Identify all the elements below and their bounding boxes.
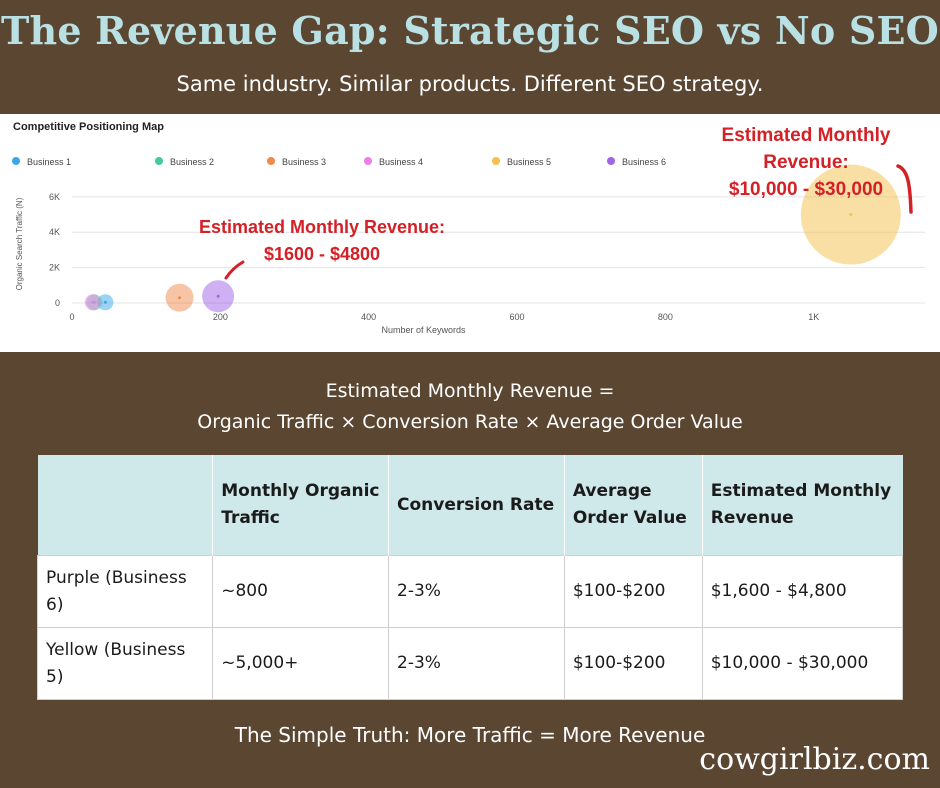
- legend-marker: [267, 157, 275, 165]
- annotation-business5-line1: Estimated Monthly: [722, 125, 891, 146]
- annotation-arrow-business5: [896, 164, 913, 214]
- formula-line-1: Estimated Monthly Revenue =: [325, 380, 615, 402]
- cell-conversion: 2-3%: [388, 627, 565, 700]
- header-cell-blank: [37, 455, 214, 556]
- table-row: Yellow (Business 5) ~5,000+ 2-3% $100-$2…: [36, 627, 904, 700]
- annotation-business5-line2: Revenue:: [763, 152, 849, 173]
- y-tick-label: 6K: [49, 192, 60, 202]
- page-subtitle: Same industry. Similar products. Differe…: [176, 72, 764, 96]
- revenue-table: Monthly Organic Traffic Conversion Rate …: [36, 455, 904, 700]
- legend-label: Business 4: [379, 157, 423, 167]
- x-tick-label: 400: [361, 312, 376, 322]
- data-point-center: [849, 213, 853, 217]
- x-axis-label: Number of Keywords: [381, 325, 466, 335]
- legend-marker: [12, 157, 20, 165]
- x-tick-label: 600: [510, 312, 525, 322]
- header-cell-conversion: Conversion Rate: [388, 455, 565, 556]
- cell-traffic: ~800: [212, 555, 389, 628]
- cell-conversion: 2-3%: [388, 555, 565, 628]
- legend-label: Business 3: [282, 157, 326, 167]
- data-point-center: [178, 296, 182, 300]
- y-tick-label: 2K: [49, 263, 60, 273]
- cell-revenue: $1,600 - $4,800: [701, 555, 904, 628]
- header-cell-order-value: Average Order Value: [564, 455, 703, 556]
- table-header-row: Monthly Organic Traffic Conversion Rate …: [37, 455, 903, 556]
- formula-line-2: Organic Traffic × Conversion Rate × Aver…: [197, 411, 743, 433]
- data-point-center: [103, 300, 107, 304]
- data-point-center: [91, 300, 95, 304]
- cell-revenue: $10,000 - $30,000: [701, 627, 904, 700]
- legend-marker: [492, 157, 500, 165]
- revenue-formula: Estimated Monthly Revenue = Organic Traf…: [0, 376, 940, 438]
- x-tick-label: 800: [658, 312, 673, 322]
- y-tick-label: 4K: [49, 227, 60, 237]
- cell-order-value: $100-$200: [563, 627, 703, 700]
- y-tick-label: 0: [55, 298, 60, 308]
- cell-traffic: ~5,000+: [212, 627, 389, 700]
- x-tick-label: 0: [69, 312, 74, 322]
- cell-order-value: $100-$200: [563, 555, 703, 628]
- legend-marker: [607, 157, 615, 165]
- header-cell-revenue: Estimated Monthly Revenue: [702, 455, 903, 556]
- annotation-business5-line3: $10,000 - $30,000: [729, 179, 883, 200]
- scatter-chart: Competitive Positioning Map Business 1 Bus…: [12, 121, 925, 335]
- row-label: Purple (Business 6): [36, 555, 214, 628]
- data-point-center: [216, 294, 220, 298]
- legend-label: Business 5: [507, 157, 551, 167]
- page-title: The Revenue Gap: Strategic SEO vs No SEO: [1, 8, 939, 53]
- chart-panel: Competitive Positioning Map Business 1 Bus…: [0, 114, 940, 352]
- chart-title: Competitive Positioning Map: [13, 121, 164, 133]
- legend-label: Business 2: [170, 157, 214, 167]
- header-cell-traffic: Monthly Organic Traffic: [212, 455, 389, 556]
- x-tick-label: 1K: [808, 312, 819, 322]
- annotation-arrow-business6: [224, 260, 245, 280]
- brand-logo: cowgirlbiz.com: [699, 742, 930, 777]
- y-axis-label: Organic Search Traffic (N): [15, 197, 24, 290]
- legend-label: Business 6: [622, 157, 666, 167]
- annotation-business6-line2: $1600 - $4800: [264, 244, 380, 264]
- legend-marker: [364, 157, 372, 165]
- legend-label: Business 1: [27, 157, 71, 167]
- row-label: Yellow (Business 5): [36, 627, 214, 700]
- table-row: Purple (Business 6) ~800 2-3% $100-$200 …: [36, 555, 904, 628]
- simple-truth: The Simple Truth: More Traffic = More Re…: [234, 723, 706, 747]
- annotation-business6-line1: Estimated Monthly Revenue:: [199, 217, 445, 237]
- x-tick-label: 200: [213, 312, 228, 322]
- legend-marker: [155, 157, 163, 165]
